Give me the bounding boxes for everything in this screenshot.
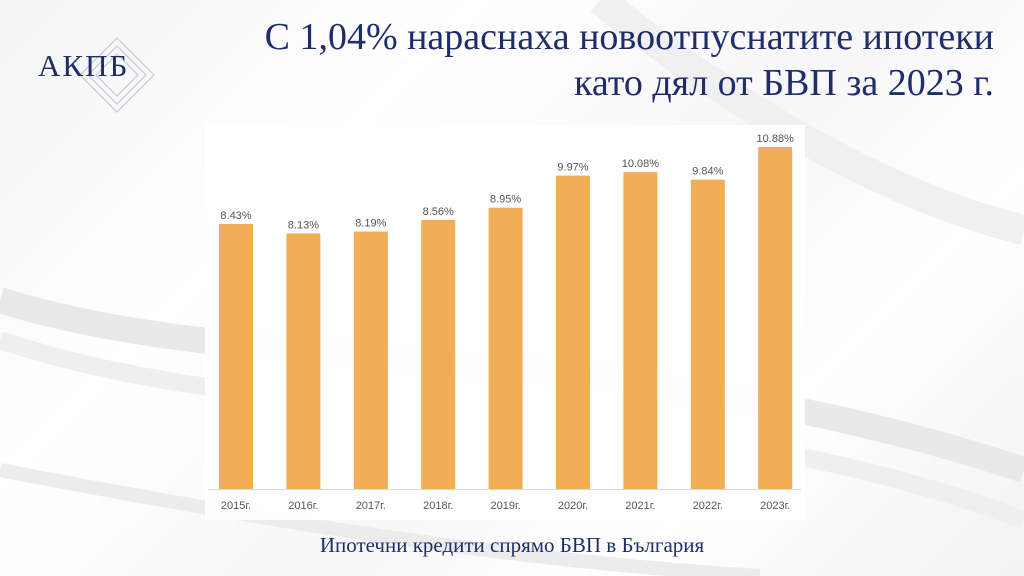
data-label: 8.56% — [423, 206, 454, 218]
data-label: 10.88% — [757, 133, 795, 145]
data-label: 8.95% — [490, 194, 521, 206]
x-tick-label: 2022г. — [693, 500, 723, 512]
page-title: С 1,04% нараснаха новоотпуснатите ипотек… — [174, 14, 994, 106]
x-tick-label: 2015г. — [221, 500, 251, 512]
title-line-2: като дял от БВП за 2023 г. — [573, 62, 994, 104]
data-label: 8.43% — [220, 210, 251, 222]
bar-2015г. — [219, 224, 253, 489]
bar-2016г. — [286, 233, 321, 489]
data-label: 10.08% — [622, 158, 660, 170]
bar-2018г. — [421, 219, 456, 490]
bar-2021г. — [623, 172, 658, 489]
data-label: 8.13% — [288, 219, 319, 231]
bar-2023г. — [758, 147, 793, 489]
x-tick-label: 2017г. — [356, 500, 386, 512]
bar-2019г. — [488, 207, 523, 489]
title-line-1: С 1,04% нараснаха новоотпуснатите ипотек… — [264, 16, 994, 58]
bar-2020г. — [556, 175, 590, 489]
bar-2022г. — [690, 179, 725, 490]
data-label: 9.84% — [692, 166, 723, 178]
bar-chart: 8.43% 2015г. 8.13% 2016г. 8.19% 2017г. 8.56% 20… — [209, 133, 801, 512]
logo-diamond-icon — [79, 37, 155, 113]
x-tick-label: 2019г. — [490, 500, 520, 512]
x-tick-label: 2023г. — [760, 500, 790, 512]
x-tick-label: 2021г. — [625, 500, 655, 512]
data-label: 8.19% — [355, 218, 386, 230]
logo-text: АКПБ — [38, 48, 130, 83]
x-tick-label: 2020г. — [558, 500, 588, 512]
chart-caption: Ипотечни кредити спрямо БВП в България — [319, 533, 705, 557]
x-tick-label: 2018г. — [423, 500, 453, 512]
logo: АКПБ — [22, 30, 172, 120]
data-label: 9.97% — [557, 162, 588, 174]
bar-2017г. — [353, 231, 388, 489]
x-tick-label: 2016г. — [288, 500, 318, 512]
